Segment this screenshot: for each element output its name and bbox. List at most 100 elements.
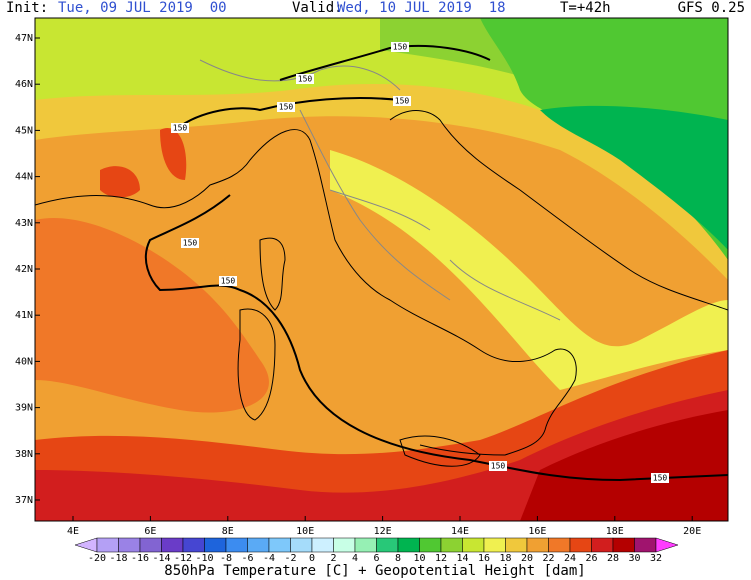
- colorbar-label: -20: [88, 553, 106, 564]
- colorbar-bin: [526, 537, 549, 553]
- colorbar-label: 4: [352, 553, 358, 564]
- latitude-label: 45N: [15, 125, 33, 136]
- colorbar-label: 18: [499, 553, 511, 564]
- colorbar-label: 26: [585, 553, 597, 564]
- latitude-label: 46N: [15, 79, 33, 90]
- colorbar-bin: [182, 537, 205, 553]
- latitude-label: 43N: [15, 218, 33, 229]
- colorbar-bin: [139, 537, 162, 553]
- region: [520, 410, 728, 521]
- region: [540, 105, 728, 250]
- colorbar-bin: [462, 537, 485, 553]
- colorbar-bin: [268, 537, 291, 553]
- latitude-label: 39N: [15, 403, 33, 414]
- colorbar-bin: [419, 537, 442, 553]
- longitude-label: 10E: [296, 526, 314, 537]
- colorbar-bin: [505, 537, 528, 553]
- colorbar-label: -12: [174, 553, 192, 564]
- contour-label-bg: [181, 238, 199, 248]
- colorbar-label: 10: [413, 553, 425, 564]
- colorbar-bin: [591, 537, 614, 553]
- contour-label-bg: [391, 42, 409, 52]
- latitude-label: 38N: [15, 449, 33, 460]
- colorbar-label: 32: [650, 553, 662, 564]
- contour-label: 150: [279, 103, 294, 112]
- colorbar-label: -10: [195, 553, 213, 564]
- latitude-label: 44N: [15, 172, 33, 183]
- colorbar-label: -6: [241, 553, 253, 564]
- colorbar-bin: [548, 537, 571, 553]
- colorbar-label: 24: [564, 553, 576, 564]
- colorbar-bin: [311, 537, 334, 553]
- colorbar-label: 12: [435, 553, 447, 564]
- map: [35, 18, 728, 521]
- latitude-label: 41N: [15, 310, 33, 321]
- colorbar-label: -2: [284, 553, 296, 564]
- contour-label: 150: [491, 462, 506, 471]
- colorbar-label: 16: [478, 553, 490, 564]
- longitude-label: 16E: [528, 526, 546, 537]
- colorbar-label: -14: [152, 553, 170, 564]
- longitude-label: 14E: [451, 526, 469, 537]
- colorbar-label: -4: [263, 553, 275, 564]
- colorbar-bin: [118, 537, 141, 553]
- contour-label-bg: [296, 74, 314, 84]
- coastline: [389, 110, 728, 311]
- colorbar-bin: [397, 537, 420, 553]
- valid-label: Valid:: [292, 0, 343, 16]
- region: [330, 150, 728, 390]
- longitude-label: 6E: [144, 526, 156, 537]
- contour: [144, 194, 728, 482]
- colorbar-bin: [96, 537, 119, 553]
- colorbar-bin: [483, 537, 506, 553]
- border: [199, 59, 561, 321]
- footer: 850hPa Temperature [C] + Geopotential He…: [164, 563, 585, 579]
- colorbar-label: 0: [309, 553, 315, 564]
- colorbar-label: 8: [395, 553, 401, 564]
- contour-label: 150: [183, 239, 198, 248]
- contour-label: 150: [395, 97, 410, 106]
- colorbar-bin: [569, 537, 592, 553]
- longitude-label: 4E: [67, 526, 79, 537]
- colorbar-bin: [440, 537, 463, 553]
- colorbar-label: 20: [521, 553, 533, 564]
- init-label: Init:: [6, 0, 48, 16]
- init-time: Tue, 09 JUL 2019 00: [58, 0, 227, 16]
- colorbar-bin: [204, 537, 227, 553]
- colorbar-label: -8: [220, 553, 232, 564]
- contour-label: 150: [173, 124, 188, 133]
- contour-label-bg: [219, 276, 237, 286]
- colorbar-bin: [612, 537, 635, 553]
- region: [100, 128, 187, 198]
- contour-label: 150: [221, 277, 236, 286]
- colorbar-bin: [225, 537, 248, 553]
- latitude-label: 40N: [15, 356, 33, 367]
- colorbar-bin: [376, 537, 399, 553]
- colorbar-label: 2: [330, 553, 336, 564]
- colorbar-label: 22: [542, 553, 554, 564]
- contour-label-bg: [651, 473, 669, 483]
- colorbar-label: -18: [109, 553, 127, 564]
- region: [35, 218, 269, 413]
- colorbar-label: -16: [131, 553, 149, 564]
- valid-time: Wed, 10 JUL 2019 18: [337, 0, 506, 16]
- longitude-label: 12E: [374, 526, 392, 537]
- contour-label-bg: [171, 123, 189, 133]
- contour-label: 150: [393, 43, 408, 52]
- contour-label: 150: [298, 75, 313, 84]
- colorbar-label: 6: [373, 553, 379, 564]
- latitude-label: 37N: [15, 495, 33, 506]
- longitude-label: 18E: [606, 526, 624, 537]
- island-coast: [237, 237, 481, 467]
- contour-label: 150: [653, 474, 668, 483]
- colorbar-label: 14: [456, 553, 468, 564]
- model-name: GFS 0.25: [678, 0, 745, 16]
- colorbar-bin: [354, 537, 377, 553]
- colorbar-bin: [247, 537, 270, 553]
- longitude-label: 20E: [683, 526, 701, 537]
- lead-time: T=+42h: [560, 0, 611, 16]
- colorbar-label: 28: [607, 553, 619, 564]
- colorbar-label: 30: [628, 553, 640, 564]
- contour: [174, 97, 401, 131]
